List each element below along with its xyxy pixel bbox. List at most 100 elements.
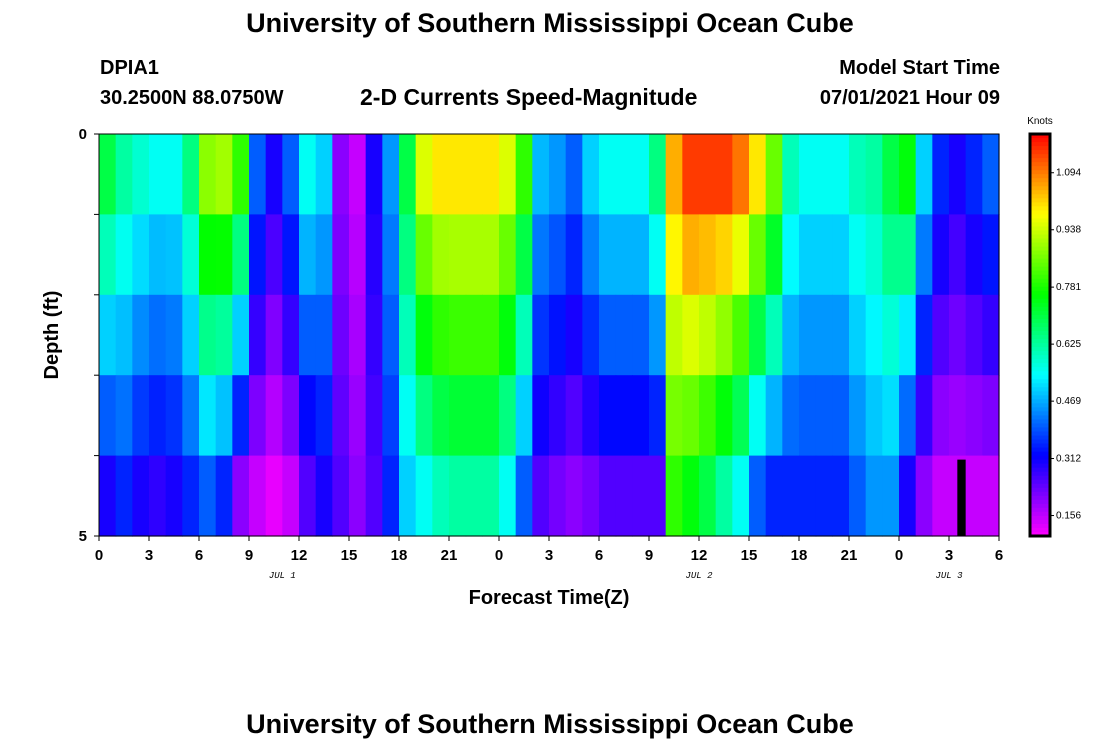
heatmap-cell xyxy=(332,134,350,215)
heatmap-cell xyxy=(115,375,133,457)
heatmap-cell xyxy=(299,294,317,376)
heatmap-cell xyxy=(599,455,617,537)
x-tick-label: 15 xyxy=(341,547,358,564)
heatmap-cell xyxy=(649,455,667,537)
heatmap-cell xyxy=(465,455,483,537)
heatmap-cell xyxy=(165,375,183,457)
heatmap-cell xyxy=(315,134,333,215)
x-tick-label: 18 xyxy=(791,547,808,564)
heatmap-cell xyxy=(115,214,133,296)
heatmap-cell xyxy=(965,214,983,296)
heatmap-cell xyxy=(199,375,217,457)
heatmap-cell xyxy=(732,455,750,537)
colorbar-cell xyxy=(1030,302,1050,308)
colorbar-cell xyxy=(1030,314,1050,320)
heatmap-cell xyxy=(932,375,950,457)
colorbar-cell xyxy=(1030,290,1050,296)
heatmap-cell xyxy=(799,214,817,296)
station-id: DPIA1 xyxy=(100,57,159,79)
heatmap-cell xyxy=(682,294,700,376)
y-tick-label: 5 xyxy=(79,528,87,545)
heatmap-cell xyxy=(149,294,167,376)
heatmap-cell xyxy=(982,134,1000,215)
heatmap-cell xyxy=(682,134,700,215)
x-tick-label: 3 xyxy=(145,547,153,564)
colorbar-cell xyxy=(1030,258,1050,264)
heatmap-cell xyxy=(99,134,117,215)
heatmap-cell xyxy=(599,134,617,215)
heatmap-cell xyxy=(882,294,900,376)
heatmap-cell xyxy=(649,294,667,376)
x-tick-label: 9 xyxy=(245,547,253,564)
heatmap-cell xyxy=(382,214,400,296)
colorbar-cell xyxy=(1030,234,1050,240)
heatmap-cell xyxy=(799,375,817,457)
heatmap-cell xyxy=(765,294,783,376)
heatmap-cell xyxy=(515,375,533,457)
heatmap-cell xyxy=(915,134,933,215)
heatmap-cells xyxy=(99,134,1000,537)
heatmap-cell xyxy=(265,134,283,215)
heatmap-cell xyxy=(232,375,250,457)
colorbar-cell xyxy=(1030,399,1050,404)
x-tick-label: 21 xyxy=(441,547,458,564)
heatmap-cell xyxy=(99,294,117,376)
heatmap-cell xyxy=(215,455,233,537)
heatmap-cell xyxy=(582,455,600,537)
heatmap-cell xyxy=(249,214,267,296)
heatmap-cell xyxy=(815,214,833,296)
heatmap-cell xyxy=(799,134,817,215)
heatmap-cell xyxy=(749,375,767,457)
colorbar-cell xyxy=(1030,367,1050,372)
heatmap-cell xyxy=(432,294,450,376)
heatmap-cell xyxy=(865,455,883,537)
heatmap-cell xyxy=(265,375,283,457)
heatmap-cell xyxy=(432,375,450,457)
heatmap-cell xyxy=(649,134,667,215)
colorbar-cell xyxy=(1030,411,1050,416)
colorbar-cell xyxy=(1030,471,1050,477)
chart-title: University of Southern Mississippi Ocean… xyxy=(246,8,854,38)
colorbar-cell xyxy=(1030,138,1050,143)
heatmap-cell xyxy=(632,134,650,215)
colorbar-cell xyxy=(1030,226,1050,232)
heatmap-cell xyxy=(932,455,950,537)
colorbar-cell xyxy=(1030,170,1050,175)
heatmap-cell xyxy=(449,375,467,457)
colorbar-cell xyxy=(1030,487,1050,493)
colorbar-cell xyxy=(1030,330,1050,336)
colorbar-cell xyxy=(1030,467,1050,473)
heatmap-cell xyxy=(599,375,617,457)
heatmap-cell xyxy=(332,214,350,296)
heatmap-cell xyxy=(349,214,367,296)
heatmap-cell xyxy=(249,294,267,376)
colorbar-cell xyxy=(1030,298,1050,304)
heatmap-cell xyxy=(165,294,183,376)
colorbar-cell xyxy=(1030,507,1050,513)
heatmap-cell xyxy=(949,134,967,215)
colorbar-cell xyxy=(1030,515,1050,521)
heatmap-cell xyxy=(449,134,467,215)
heatmap-cell xyxy=(399,214,417,296)
heatmap-cell xyxy=(782,214,800,296)
heatmap-cell xyxy=(232,294,250,376)
heatmap-cell xyxy=(299,375,317,457)
colorbar-tick-label: 0.781 xyxy=(1056,282,1081,293)
colorbar-cell xyxy=(1030,254,1050,260)
heatmap-cell xyxy=(482,375,500,457)
heatmap-cell xyxy=(965,294,983,376)
heatmap-cell xyxy=(815,134,833,215)
heatmap-cell xyxy=(199,134,217,215)
heatmap-cell xyxy=(182,214,200,296)
colorbar-cell xyxy=(1030,403,1050,408)
heatmap-cell xyxy=(515,455,533,537)
colorbar-tick-label: 0.469 xyxy=(1056,396,1081,407)
y-tick-label: 0 xyxy=(79,126,87,143)
colorbar-cell xyxy=(1030,475,1050,481)
colorbar-cell xyxy=(1030,459,1050,465)
heatmap-cell xyxy=(382,375,400,457)
colorbar-tick-label: 0.156 xyxy=(1056,511,1081,522)
heatmap-cell xyxy=(482,455,500,537)
heatmap-cell xyxy=(365,214,383,296)
colorbar-cell xyxy=(1030,435,1050,441)
